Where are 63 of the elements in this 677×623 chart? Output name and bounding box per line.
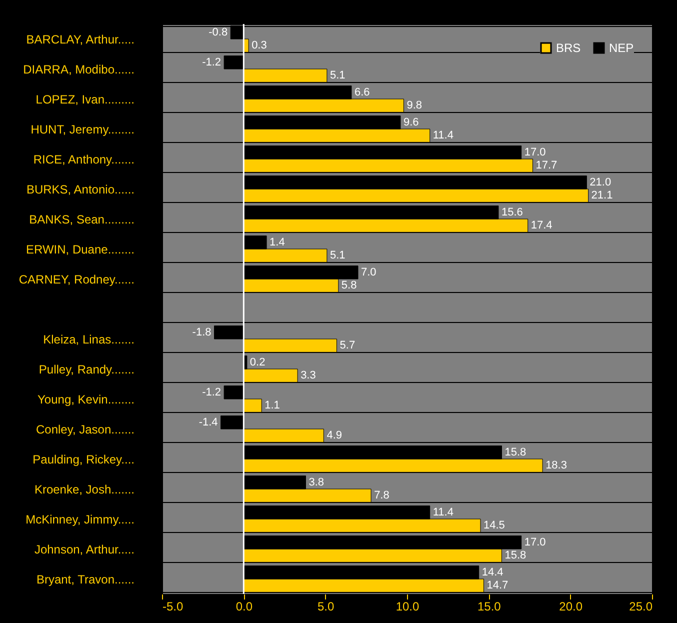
data-label: 1.4 (270, 236, 285, 248)
y-tick-label: LOPEZ, Ivan......... (36, 92, 134, 106)
y-tick-label: Bryant, Travon...... (36, 572, 134, 586)
y-tick-label: BANKS, Sean......... (29, 212, 134, 226)
data-label: 0.3 (252, 40, 267, 52)
y-tick-label: HUNT, Jeremy........ (30, 122, 134, 136)
y-tick-label: ERWIN, Duane........ (26, 242, 134, 256)
y-tick-label: Conley, Jason....... (36, 422, 134, 436)
data-label: 17.0 (524, 536, 546, 548)
data-label: -0.8 (208, 26, 228, 38)
x-tick-label: 25.0 (629, 600, 653, 614)
data-label: 15.8 (504, 550, 526, 562)
data-label: 6.6 (354, 86, 370, 98)
data-label: 9.6 (403, 116, 419, 128)
x-tick-label: 15.0 (477, 600, 502, 614)
y-tick-label: McKinney, Jimmy..... (26, 512, 134, 526)
data-label: 5.7 (340, 340, 356, 352)
data-label: 14.7 (486, 580, 508, 592)
y-tick-label: Paulding, Rickey.... (32, 452, 134, 466)
data-label: 11.4 (432, 130, 454, 142)
data-label: 3.8 (308, 476, 324, 488)
y-tick-label: BURKS, Antonio...... (26, 182, 134, 196)
y-tick-label: Johnson, Arthur..... (34, 542, 134, 556)
data-label: 7.8 (374, 490, 390, 502)
data-label: 11.4 (432, 506, 454, 518)
data-label: 9.8 (406, 100, 422, 112)
data-label: 17.7 (536, 160, 558, 172)
x-tick-label: 5.0 (317, 600, 334, 614)
y-tick-label: RICE, Anthony....... (33, 152, 134, 166)
data-label: 17.4 (530, 220, 552, 232)
data-label: 0.2 (250, 356, 266, 368)
data-label: 18.3 (546, 460, 567, 472)
data-label: 5.1 (330, 70, 346, 82)
x-tick-label: 0.0 (236, 600, 253, 614)
data-label: 4.9 (326, 430, 342, 442)
data-label: 3.3 (300, 370, 316, 382)
data-label: -1.2 (202, 56, 222, 68)
data-label: 14.4 (482, 566, 504, 578)
y-tick-label: BARCLAY, Arthur..... (26, 32, 134, 46)
data-label: 21.1 (591, 190, 613, 202)
y-tick-label: CARNEY, Rodney...... (18, 272, 134, 286)
x-tick-label: -5.0 (162, 600, 184, 614)
data-label: 17.0 (524, 146, 546, 158)
data-label: 14.5 (484, 520, 505, 532)
data-label: 15.8 (504, 446, 526, 458)
legend-label: BRS (556, 41, 581, 55)
x-tick-label: 10.0 (396, 600, 420, 614)
data-label: -1.2 (202, 386, 222, 398)
data-label: 5.8 (341, 280, 357, 292)
y-tick-label: Young, Kevin........ (38, 392, 134, 406)
x-tick-label: 20.0 (559, 600, 583, 614)
data-label: -1.4 (198, 416, 218, 428)
data-label: 7.0 (361, 266, 376, 278)
data-label: 1.1 (264, 400, 280, 412)
y-tick-label: Kleiza, Linas....... (43, 332, 134, 346)
y-tick-label: Kroenke, Josh....... (34, 482, 134, 496)
data-label: 21.0 (590, 176, 612, 188)
data-label: -1.8 (192, 326, 212, 338)
y-tick-label: Pulley, Randy....... (38, 362, 134, 376)
legend-label: NEP (609, 41, 634, 55)
y-tick-label: DIARRA, Modibo...... (23, 62, 134, 76)
data-label: 5.1 (330, 250, 346, 262)
data-label: 15.6 (501, 206, 523, 218)
